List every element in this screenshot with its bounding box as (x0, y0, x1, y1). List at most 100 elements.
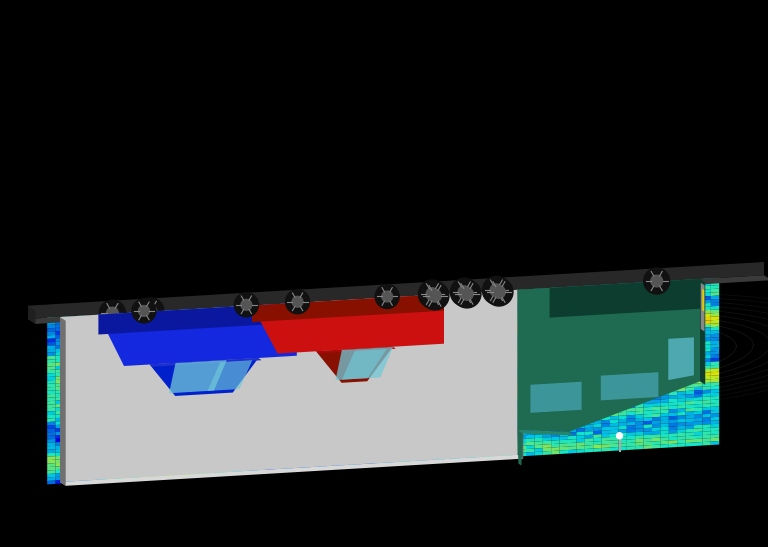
Polygon shape (409, 293, 417, 296)
Polygon shape (190, 416, 198, 421)
Polygon shape (77, 314, 85, 315)
Polygon shape (520, 286, 528, 287)
Polygon shape (618, 363, 627, 368)
Polygon shape (479, 289, 488, 290)
Polygon shape (614, 281, 622, 282)
Polygon shape (657, 280, 666, 281)
Polygon shape (293, 299, 301, 300)
Polygon shape (656, 279, 664, 280)
Polygon shape (584, 369, 593, 373)
Polygon shape (55, 338, 64, 342)
Polygon shape (678, 275, 687, 276)
Polygon shape (669, 281, 677, 284)
Polygon shape (417, 348, 425, 352)
Polygon shape (47, 366, 55, 370)
Polygon shape (501, 367, 509, 371)
Polygon shape (198, 340, 207, 344)
Polygon shape (349, 355, 358, 359)
Polygon shape (610, 426, 618, 430)
Polygon shape (81, 451, 89, 455)
Polygon shape (584, 341, 593, 345)
Polygon shape (123, 455, 131, 459)
Polygon shape (324, 301, 333, 305)
Polygon shape (526, 313, 535, 317)
Polygon shape (443, 289, 452, 290)
Polygon shape (207, 395, 215, 399)
Polygon shape (400, 324, 409, 328)
Polygon shape (560, 346, 568, 350)
Polygon shape (316, 350, 324, 354)
Polygon shape (223, 307, 232, 311)
Polygon shape (467, 421, 475, 425)
Polygon shape (618, 443, 627, 447)
Polygon shape (266, 412, 274, 416)
Polygon shape (157, 384, 165, 388)
Polygon shape (521, 287, 530, 288)
Polygon shape (72, 479, 81, 483)
Polygon shape (647, 279, 655, 280)
Polygon shape (257, 326, 266, 330)
Polygon shape (512, 287, 521, 288)
Polygon shape (341, 394, 349, 398)
Polygon shape (426, 290, 435, 292)
Polygon shape (543, 420, 551, 424)
Polygon shape (193, 305, 201, 306)
Polygon shape (274, 401, 283, 405)
Polygon shape (181, 317, 190, 321)
Polygon shape (366, 337, 375, 341)
Polygon shape (215, 470, 223, 474)
Polygon shape (89, 422, 98, 427)
Polygon shape (291, 445, 300, 449)
Polygon shape (618, 374, 627, 378)
Polygon shape (131, 430, 140, 434)
Polygon shape (257, 371, 266, 375)
Polygon shape (677, 405, 686, 409)
Polygon shape (191, 305, 200, 306)
Polygon shape (291, 373, 300, 376)
Polygon shape (123, 313, 131, 317)
Polygon shape (223, 449, 232, 453)
Polygon shape (467, 441, 475, 446)
Polygon shape (509, 453, 518, 457)
Polygon shape (663, 277, 671, 278)
Polygon shape (308, 364, 316, 369)
Polygon shape (291, 442, 300, 446)
Polygon shape (98, 433, 106, 437)
Polygon shape (316, 454, 324, 458)
Polygon shape (442, 305, 450, 309)
Polygon shape (76, 313, 84, 314)
Polygon shape (711, 372, 719, 376)
Polygon shape (181, 455, 190, 459)
Polygon shape (249, 379, 257, 382)
Polygon shape (319, 298, 327, 299)
Polygon shape (308, 337, 316, 341)
Polygon shape (157, 411, 165, 416)
Polygon shape (89, 329, 98, 333)
Polygon shape (190, 392, 198, 396)
Polygon shape (577, 418, 584, 422)
Polygon shape (223, 463, 232, 467)
Polygon shape (501, 342, 509, 347)
Polygon shape (148, 315, 157, 319)
Polygon shape (505, 288, 514, 289)
Polygon shape (106, 459, 114, 464)
Polygon shape (131, 382, 140, 386)
Polygon shape (200, 305, 210, 306)
Polygon shape (392, 339, 400, 342)
Polygon shape (413, 294, 422, 295)
Polygon shape (81, 433, 89, 438)
Polygon shape (300, 375, 308, 380)
Polygon shape (392, 322, 400, 325)
Polygon shape (237, 305, 246, 306)
Polygon shape (548, 286, 556, 287)
Polygon shape (341, 366, 349, 370)
Polygon shape (400, 380, 409, 384)
Polygon shape (610, 364, 618, 368)
Polygon shape (394, 293, 402, 294)
Polygon shape (123, 393, 131, 397)
Polygon shape (375, 392, 383, 395)
Polygon shape (571, 283, 579, 284)
Polygon shape (198, 461, 207, 465)
Polygon shape (249, 351, 257, 354)
Polygon shape (148, 398, 157, 402)
